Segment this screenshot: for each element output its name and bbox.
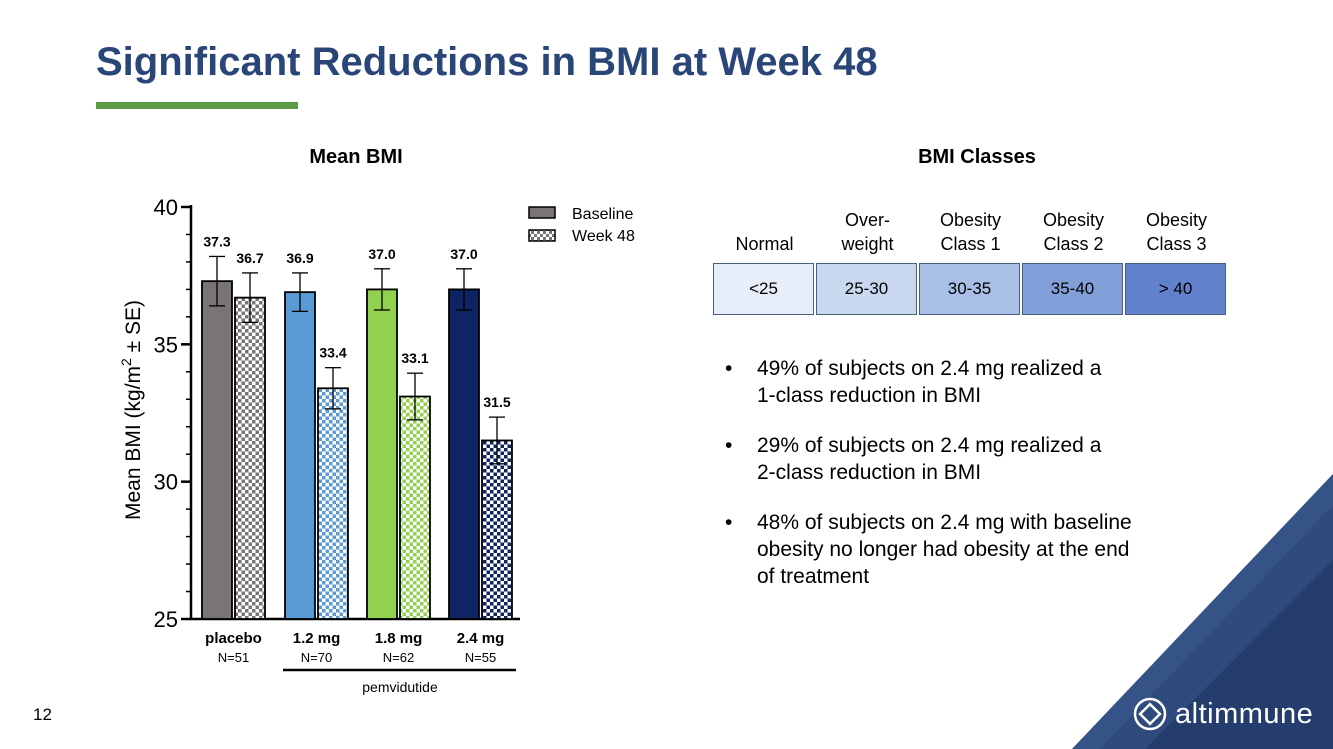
slide-title: Significant Reductions in BMI at Week 48 <box>96 40 878 84</box>
value-labels: 37.3 36.7 placebo N=51 36.9 33.4 1.2 mg N=70 37.… <box>203 233 510 665</box>
altimmune-logo-icon <box>1133 697 1167 731</box>
chart-title: Mean BMI <box>309 146 403 168</box>
data-label-2-4-mg-week-48: 31.5 <box>483 394 510 410</box>
x-tick-label-placebo: placebo <box>205 630 262 647</box>
bmi-class-range-row: <25 25-30 30-35 35-40 > 40 <box>713 263 1229 315</box>
bar-placebo-week-48 <box>234 296 266 620</box>
bmi-classes-title: BMI Classes <box>918 146 1036 168</box>
legend-swatch-week48 <box>528 229 556 242</box>
x-tick-label-1-8-mg: 1.8 mg <box>375 630 423 647</box>
x-tick-n-placebo: N=51 <box>218 650 249 665</box>
y-tick-label-25: 25 <box>154 607 178 632</box>
bar-1-2-mg-baseline <box>284 291 316 620</box>
data-label-1-8-mg-baseline: 37.0 <box>368 246 395 262</box>
bar-placebo-baseline <box>201 280 233 620</box>
bullet-dot-icon: • <box>725 357 733 380</box>
class-range-obesity-1: 30-35 <box>919 263 1020 315</box>
bullet-dot-icon: • <box>725 434 733 457</box>
y-tick-label-30: 30 <box>154 470 178 495</box>
class-header-overweight: Over-weight <box>841 210 894 254</box>
x-tick-n-1-2-mg: N=70 <box>301 650 332 665</box>
data-label-1-2-mg-week-48: 33.4 <box>319 345 346 361</box>
class-range-normal: <25 <box>713 263 814 315</box>
bullet-item: • 48% of subjects on 2.4 mg with baselin… <box>725 511 1132 588</box>
class-range-obesity-3: > 40 <box>1125 263 1226 315</box>
bar-1-8-mg-baseline <box>366 288 398 620</box>
company-logo: altimmune <box>1132 696 1313 732</box>
title-underline <box>96 102 298 109</box>
x-tick-label-2-4-mg: 2.4 mg <box>457 630 505 647</box>
legend-label-week48: Week 48 <box>572 228 635 245</box>
bullet-item: • 49% of subjects on 2.4 mg realized a 1… <box>725 357 1102 407</box>
data-label-placebo-baseline: 37.3 <box>203 233 230 249</box>
bars <box>201 255 513 620</box>
class-header-normal: Normal <box>735 234 794 254</box>
bullet-list: • 49% of subjects on 2.4 mg realized a 1… <box>725 355 1225 613</box>
chart-legend: Baseline Week 48 <box>528 206 635 245</box>
bullet-dot-icon: • <box>725 511 733 534</box>
class-header-obesity-2: Obesity Class 2 <box>1042 210 1105 254</box>
page-number: 12 <box>33 705 52 724</box>
class-range-obesity-2: 35-40 <box>1022 263 1123 315</box>
bar-2-4-mg-baseline <box>448 288 480 620</box>
class-range-overweight: 25-30 <box>816 263 917 315</box>
bar-1-2-mg-week-48 <box>317 387 349 620</box>
y-tick-label-40: 40 <box>154 195 178 220</box>
legend-swatch-baseline <box>528 206 556 219</box>
bmi-bar-chart: 25 30 35 40 37.3 36.7 placebo N=51 36.9 33.4 1.2 … <box>118 195 635 695</box>
logo-text: altimmune <box>1175 697 1314 730</box>
y-tick-label-35: 35 <box>154 332 178 357</box>
class-header-obesity-3: Obesity Class 3 <box>1145 210 1208 254</box>
bmi-class-header-row: Normal Over-weight Obesity Class 1 Obesit… <box>713 206 1229 256</box>
x-tick-n-2-4-mg: N=55 <box>465 650 496 665</box>
class-header-obesity-1: Obesity Class 1 <box>939 210 1002 254</box>
pemvidutide-label: pemvidutide <box>362 679 438 695</box>
bullet-item: • 29% of subjects on 2.4 mg realized a 2… <box>725 434 1102 484</box>
x-tick-label-1-2-mg: 1.2 mg <box>293 630 341 647</box>
data-label-1-8-mg-week-48: 33.1 <box>401 350 428 366</box>
data-label-2-4-mg-baseline: 37.0 <box>450 246 477 262</box>
legend-label-baseline: Baseline <box>572 206 633 223</box>
data-label-placebo-week-48: 36.7 <box>236 250 263 266</box>
data-label-1-2-mg-baseline: 36.9 <box>286 250 313 266</box>
y-axis-label: Mean BMI (kg/m2 ± SE) <box>118 300 145 520</box>
x-tick-n-1-8-mg: N=62 <box>383 650 414 665</box>
